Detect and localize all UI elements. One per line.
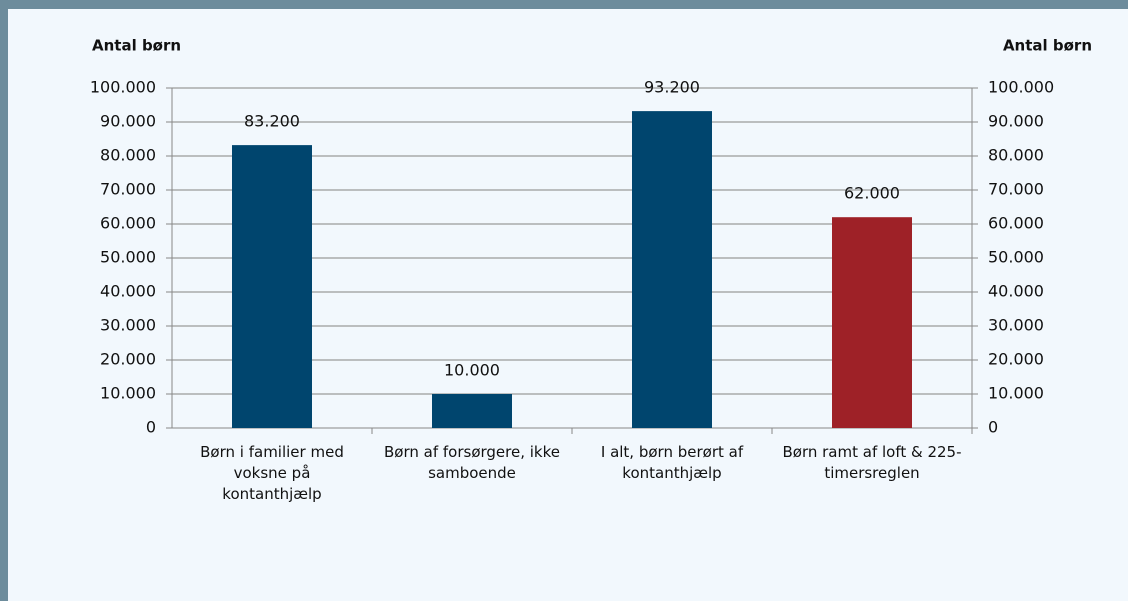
left-border — [0, 9, 8, 601]
y-tick-label: 80.000 — [100, 146, 156, 165]
y2-tick-label: 30.000 — [988, 316, 1044, 335]
y-tick-label: 70.000 — [100, 180, 156, 199]
y-axis-title: Antal børn — [92, 37, 181, 55]
bar — [432, 394, 512, 428]
x-tick-label: Børn af forsørgere, ikke samboende — [384, 443, 560, 482]
x-tick-label: Børn i familier med voksne på kontanthjæ… — [200, 443, 344, 503]
y-tick-label: 20.000 — [100, 350, 156, 369]
x-tick-label: I alt, børn berørt af kontanthjælp — [600, 443, 744, 482]
y-tick-label: 60.000 — [100, 214, 156, 233]
y-tick-label: 100.000 — [90, 78, 156, 97]
y-tick-label: 30.000 — [100, 316, 156, 335]
title-band — [0, 0, 1128, 9]
bar — [632, 111, 712, 429]
y-tick-label: 90.000 — [100, 112, 156, 131]
y2-tick-label: 90.000 — [988, 112, 1044, 131]
y2-tick-label: 60.000 — [988, 214, 1044, 233]
y-tick-label: 50.000 — [100, 248, 156, 267]
y2-tick-label: 0 — [988, 418, 998, 437]
x-tick-label: Børn ramt af loft & 225-timersreglen — [782, 443, 962, 482]
y2-tick-label: 40.000 — [988, 282, 1044, 301]
data-label: 10.000 — [444, 361, 500, 380]
y-tick-label: 40.000 — [100, 282, 156, 301]
y2-tick-label: 20.000 — [988, 350, 1044, 369]
y-tick-label: 10.000 — [100, 384, 156, 403]
y2-tick-label: 70.000 — [988, 180, 1044, 199]
y2-axis-title: Antal børn — [1003, 37, 1092, 55]
y2-tick-label: 50.000 — [988, 248, 1044, 267]
bar — [232, 145, 312, 428]
data-label: 83.200 — [244, 112, 300, 131]
bar — [832, 217, 912, 428]
data-label: 93.200 — [644, 78, 700, 97]
y-tick-label: 0 — [146, 418, 156, 437]
y2-tick-label: 100.000 — [988, 78, 1054, 97]
data-label: 62.000 — [844, 184, 900, 203]
y2-tick-label: 80.000 — [988, 146, 1044, 165]
y2-tick-label: 10.000 — [988, 384, 1044, 403]
